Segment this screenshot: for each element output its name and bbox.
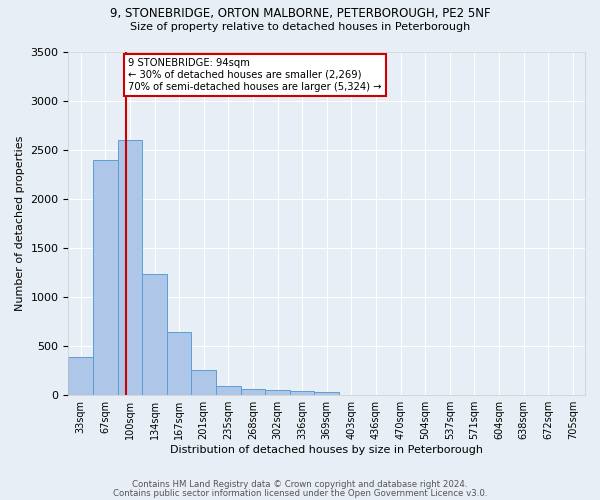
Bar (241, 390, 265, 395)
Bar (314, 392, 339, 395)
Bar (265, 390, 290, 395)
Y-axis label: Number of detached properties: Number of detached properties (15, 136, 25, 311)
Text: 9 STONEBRIDGE: 94sqm
← 30% of detached houses are smaller (2,269)
70% of semi-de: 9 STONEBRIDGE: 94sqm ← 30% of detached h… (128, 58, 382, 92)
Text: Contains public sector information licensed under the Open Government Licence v3: Contains public sector information licen… (113, 488, 487, 498)
Bar (290, 392, 314, 395)
Bar (93, 160, 118, 395)
Bar (216, 386, 241, 395)
Bar (118, 140, 142, 395)
Text: Size of property relative to detached houses in Peterborough: Size of property relative to detached ho… (130, 22, 470, 32)
X-axis label: Distribution of detached houses by size in Peterborough: Distribution of detached houses by size … (170, 445, 483, 455)
Text: 9, STONEBRIDGE, ORTON MALBORNE, PETERBOROUGH, PE2 5NF: 9, STONEBRIDGE, ORTON MALBORNE, PETERBOR… (110, 8, 490, 20)
Bar (191, 370, 216, 395)
Bar (142, 274, 167, 395)
Bar (68, 357, 93, 395)
Bar (167, 332, 191, 395)
Text: Contains HM Land Registry data © Crown copyright and database right 2024.: Contains HM Land Registry data © Crown c… (132, 480, 468, 489)
